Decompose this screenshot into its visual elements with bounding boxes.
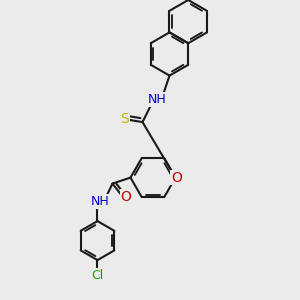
Text: O: O <box>121 190 131 204</box>
Text: NH: NH <box>91 195 110 208</box>
Text: O: O <box>171 171 182 184</box>
Text: S: S <box>120 112 129 126</box>
Text: NH: NH <box>148 93 167 106</box>
Text: Cl: Cl <box>92 268 104 282</box>
